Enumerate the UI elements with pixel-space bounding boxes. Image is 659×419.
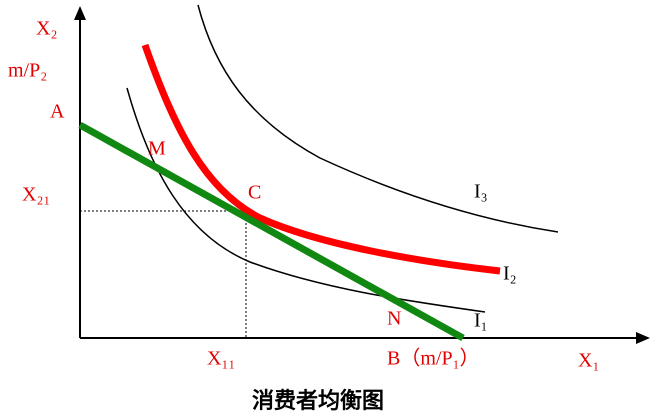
- label: N: [387, 308, 401, 330]
- label: A: [50, 101, 65, 123]
- label: I₂: [503, 263, 517, 285]
- title: 消费者均衡图: [252, 388, 384, 414]
- label: X₁₁: [207, 348, 235, 370]
- label: I₁: [474, 310, 488, 332]
- label: M: [148, 138, 166, 160]
- label: X₂: [36, 18, 57, 40]
- label: I₃: [474, 181, 488, 203]
- label: X₂₁: [22, 184, 50, 206]
- curve-i2: [141, 43, 501, 275]
- label: X₁: [578, 350, 599, 372]
- curve-i1: [126, 87, 486, 313]
- label: m/P₂: [8, 60, 47, 82]
- curve-i3: [197, 4, 559, 233]
- label: C: [248, 182, 261, 204]
- label: B（m/P₁）: [387, 347, 480, 370]
- budget-line: [78, 121, 465, 342]
